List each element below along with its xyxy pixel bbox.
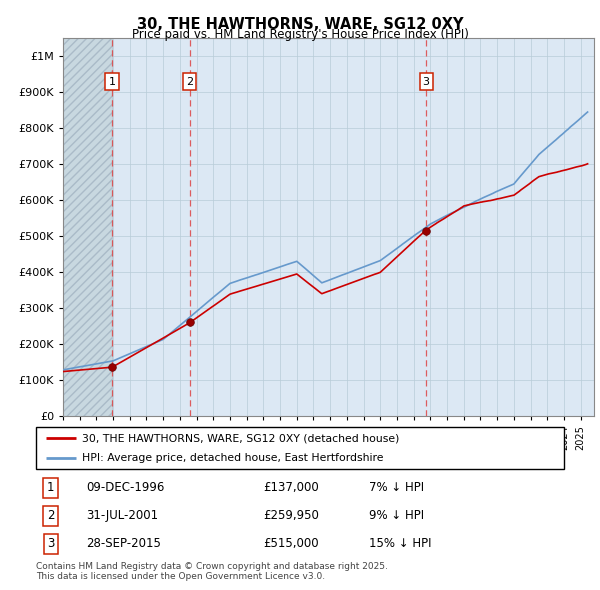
Text: 30, THE HAWTHORNS, WARE, SG12 0XY: 30, THE HAWTHORNS, WARE, SG12 0XY bbox=[137, 17, 463, 31]
Text: 15% ↓ HPI: 15% ↓ HPI bbox=[368, 537, 431, 550]
Text: This data is licensed under the Open Government Licence v3.0.: This data is licensed under the Open Gov… bbox=[36, 572, 325, 581]
Text: 7% ↓ HPI: 7% ↓ HPI bbox=[368, 481, 424, 494]
Text: £515,000: £515,000 bbox=[263, 537, 319, 550]
Text: HPI: Average price, detached house, East Hertfordshire: HPI: Average price, detached house, East… bbox=[82, 454, 384, 463]
Text: Price paid vs. HM Land Registry's House Price Index (HPI): Price paid vs. HM Land Registry's House … bbox=[131, 28, 469, 41]
Text: Contains HM Land Registry data © Crown copyright and database right 2025.: Contains HM Land Registry data © Crown c… bbox=[36, 562, 388, 571]
Text: 09-DEC-1996: 09-DEC-1996 bbox=[86, 481, 164, 494]
Text: 31-JUL-2001: 31-JUL-2001 bbox=[86, 509, 158, 522]
Text: 28-SEP-2015: 28-SEP-2015 bbox=[86, 537, 161, 550]
Text: 3: 3 bbox=[422, 77, 430, 87]
Text: £137,000: £137,000 bbox=[263, 481, 319, 494]
Text: 2: 2 bbox=[186, 77, 193, 87]
Text: 3: 3 bbox=[47, 537, 55, 550]
Text: 1: 1 bbox=[109, 77, 116, 87]
Text: 1: 1 bbox=[47, 481, 55, 494]
Text: 30, THE HAWTHORNS, WARE, SG12 0XY (detached house): 30, THE HAWTHORNS, WARE, SG12 0XY (detac… bbox=[82, 433, 400, 443]
Text: 9% ↓ HPI: 9% ↓ HPI bbox=[368, 509, 424, 522]
Text: £259,950: £259,950 bbox=[263, 509, 319, 522]
Text: 2: 2 bbox=[47, 509, 55, 522]
Bar bbox=[63, 38, 112, 416]
FancyBboxPatch shape bbox=[36, 427, 564, 469]
